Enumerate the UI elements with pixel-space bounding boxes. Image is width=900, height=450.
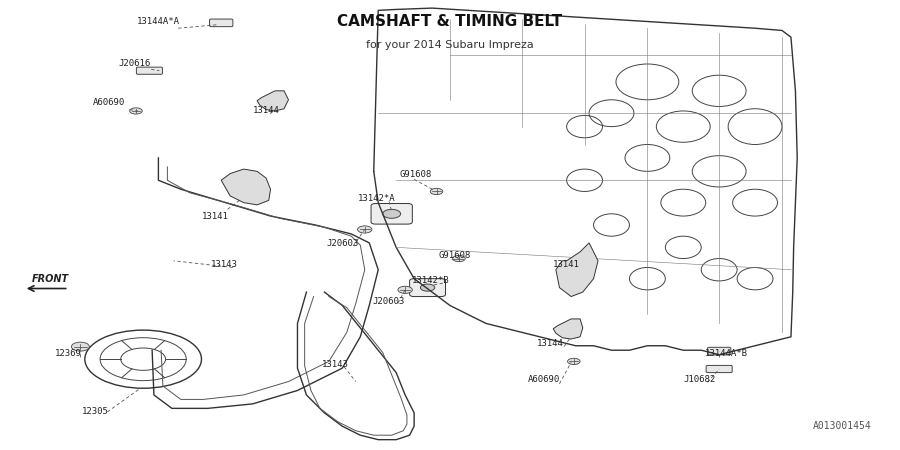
Text: 13144: 13144	[537, 339, 564, 348]
FancyBboxPatch shape	[410, 279, 446, 297]
Text: 13144: 13144	[253, 107, 280, 116]
FancyBboxPatch shape	[706, 365, 733, 373]
Text: for your 2014 Subaru Impreza: for your 2014 Subaru Impreza	[366, 40, 534, 50]
Polygon shape	[556, 243, 598, 297]
Circle shape	[357, 226, 372, 233]
Text: J20603: J20603	[326, 239, 358, 248]
Text: J20603: J20603	[373, 297, 405, 306]
Text: A013001454: A013001454	[813, 421, 872, 431]
Text: 13143: 13143	[321, 360, 348, 369]
Circle shape	[398, 286, 412, 293]
Text: 13143: 13143	[211, 260, 238, 269]
Text: FRONT: FRONT	[32, 274, 69, 284]
FancyBboxPatch shape	[707, 347, 731, 355]
Text: 13144A*B: 13144A*B	[705, 349, 748, 358]
Text: A60690: A60690	[528, 375, 561, 384]
Circle shape	[130, 108, 142, 114]
Circle shape	[453, 256, 465, 261]
Text: J20616: J20616	[118, 59, 150, 68]
Text: G91608: G91608	[400, 171, 432, 180]
Polygon shape	[257, 91, 289, 111]
Text: 12369: 12369	[55, 349, 82, 358]
Text: J10682: J10682	[683, 375, 716, 384]
Text: 13142*B: 13142*B	[411, 276, 449, 285]
FancyBboxPatch shape	[210, 19, 233, 27]
Circle shape	[430, 189, 443, 194]
Text: 13141: 13141	[202, 212, 229, 220]
Polygon shape	[221, 169, 271, 205]
Circle shape	[71, 342, 89, 351]
Text: G91608: G91608	[438, 251, 471, 260]
FancyBboxPatch shape	[137, 67, 162, 74]
Text: 13141: 13141	[554, 260, 580, 269]
Text: 13144A*A: 13144A*A	[137, 17, 180, 26]
Polygon shape	[554, 319, 583, 339]
Text: A60690: A60690	[93, 98, 125, 107]
Text: 13142*A: 13142*A	[357, 194, 395, 202]
Text: 12305: 12305	[82, 407, 109, 416]
Circle shape	[420, 284, 435, 291]
Text: CAMSHAFT & TIMING BELT: CAMSHAFT & TIMING BELT	[338, 14, 562, 28]
FancyBboxPatch shape	[371, 203, 412, 224]
Circle shape	[382, 209, 400, 218]
Circle shape	[568, 358, 580, 365]
